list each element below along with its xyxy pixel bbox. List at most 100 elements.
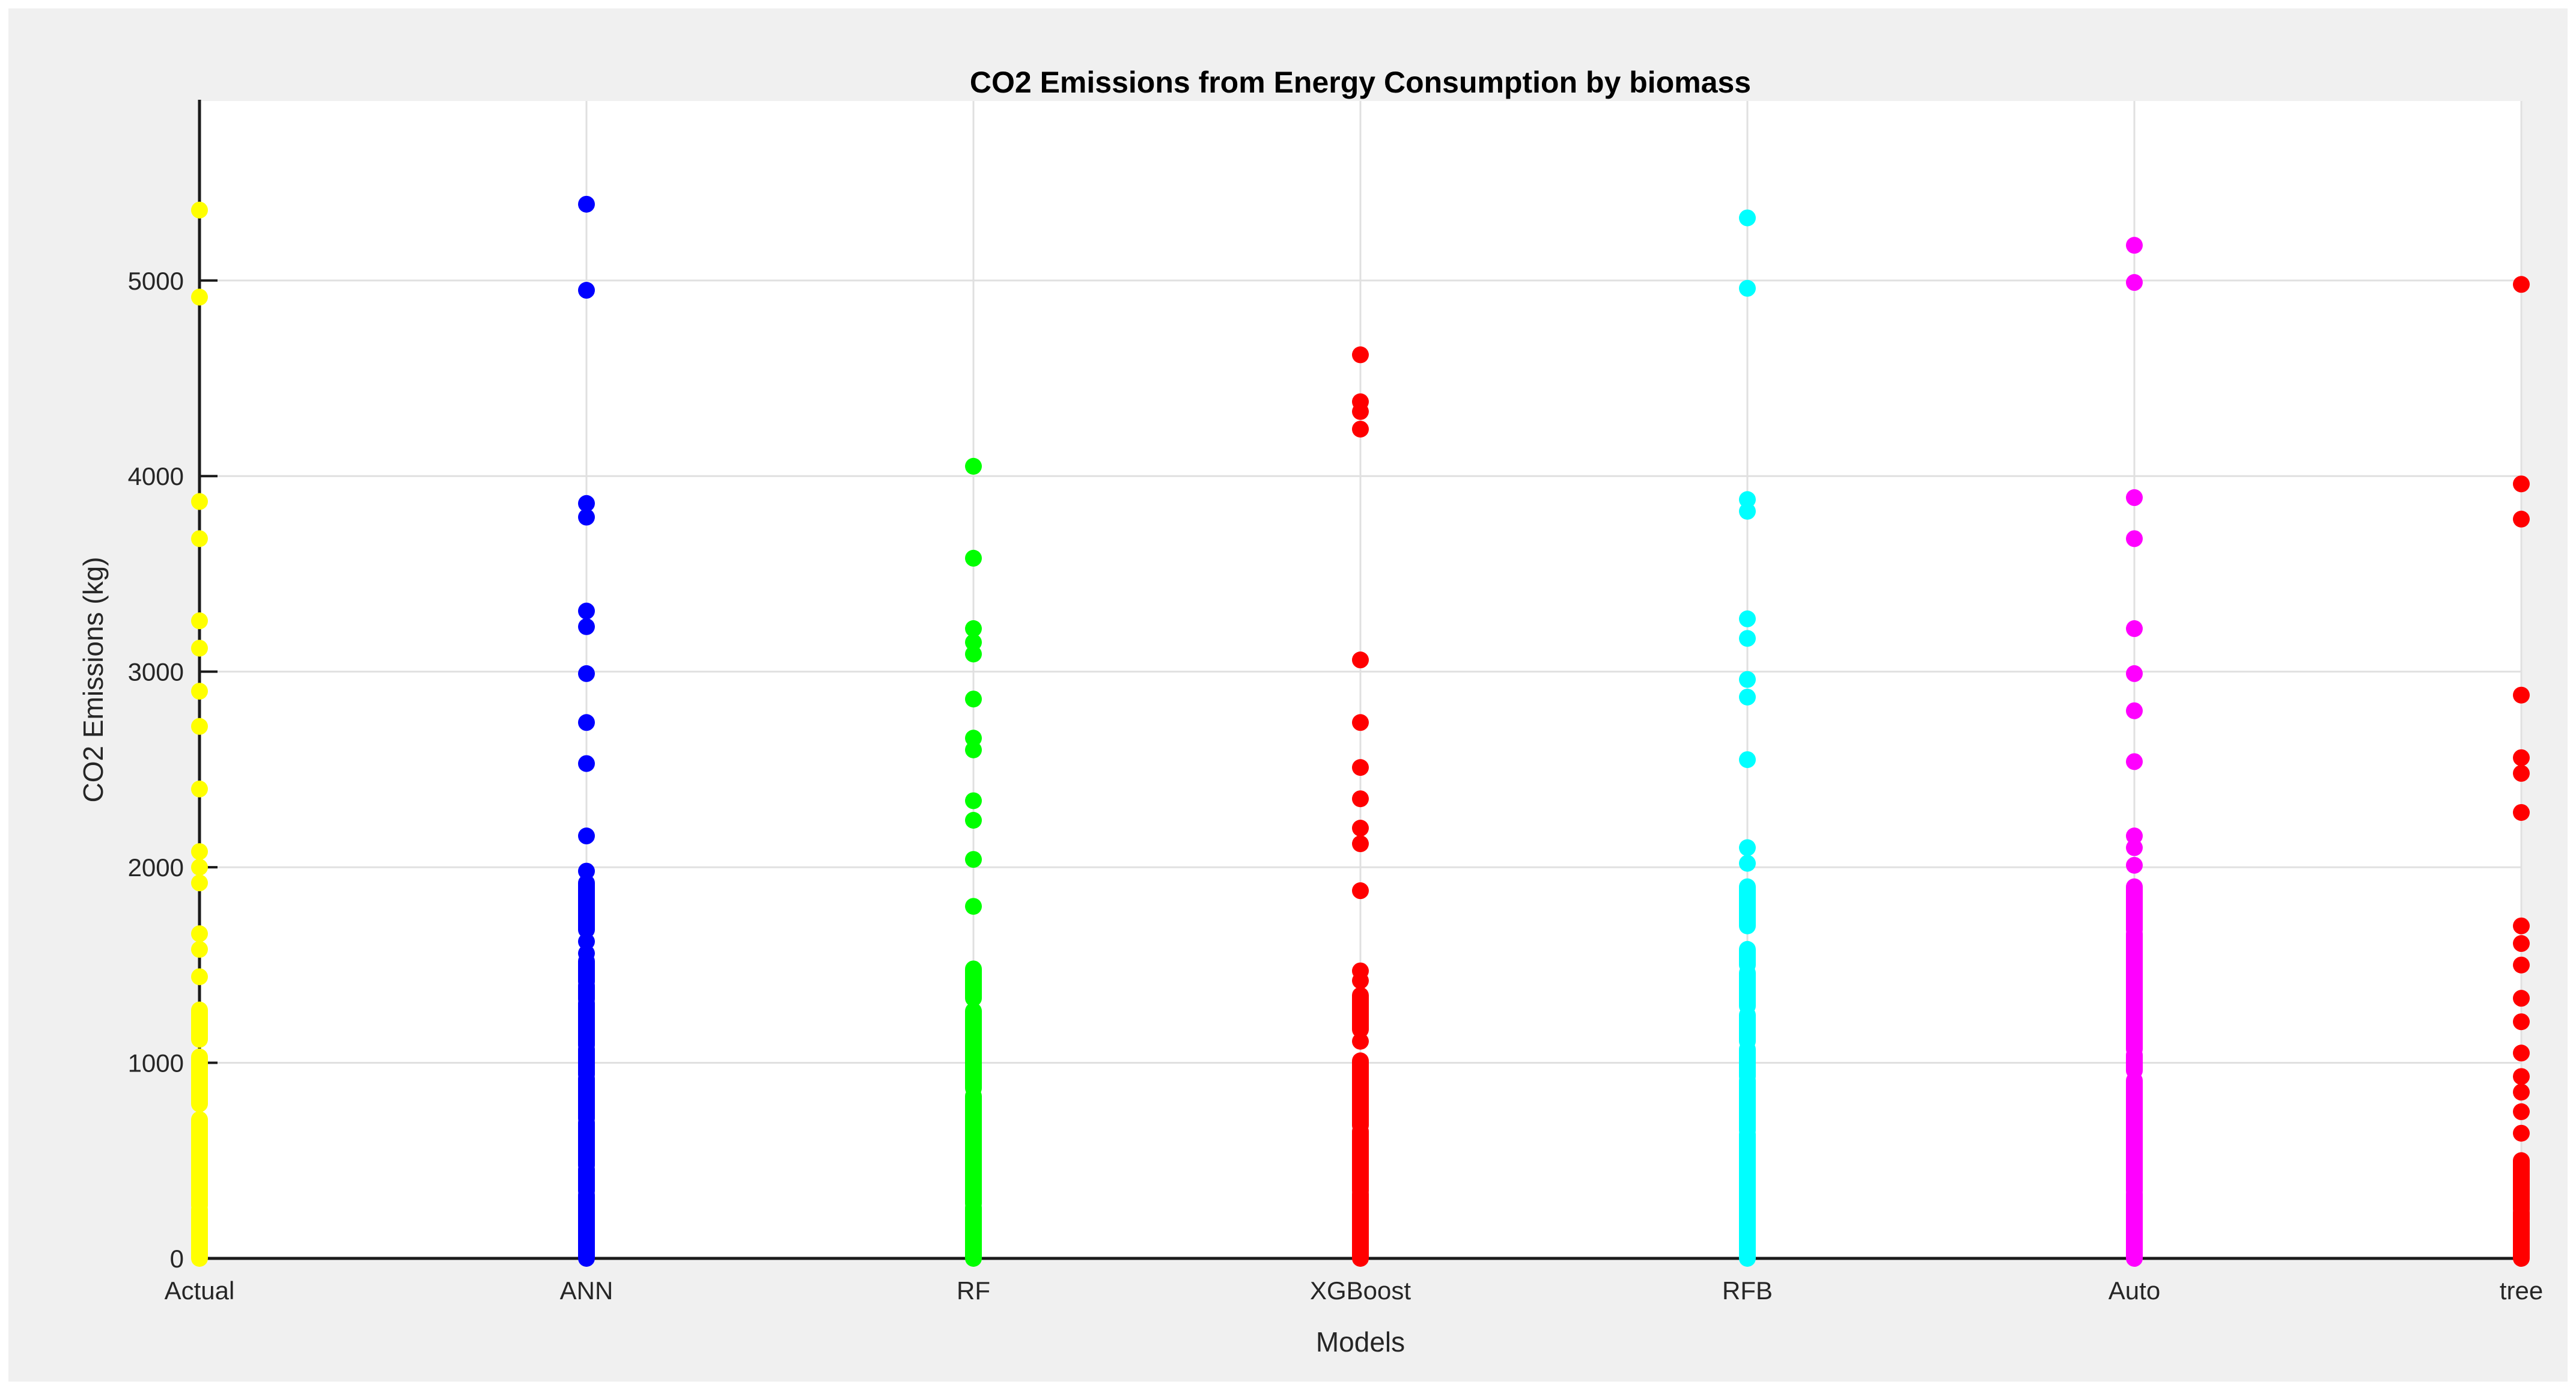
series-RF-dense-strip — [965, 960, 982, 1007]
category-label-Actual: Actual — [165, 1276, 235, 1305]
series-ANN-point — [578, 495, 595, 512]
series-RFB-point — [1739, 688, 1756, 706]
series-tree-point — [2513, 510, 2530, 528]
series-Auto-point — [2126, 665, 2143, 682]
series-RFB-point — [1739, 671, 1756, 688]
series-tree-point — [2513, 956, 2530, 974]
series-Auto-dense-strip — [2126, 1071, 2143, 1199]
series-Actual-dense-strip — [191, 1111, 208, 1215]
series-Auto-point — [2126, 828, 2143, 845]
category-label-tree: tree — [2500, 1276, 2543, 1305]
series-ANN-point — [578, 714, 595, 731]
series-Actual-point — [191, 968, 208, 986]
series-Auto-point — [2126, 530, 2143, 547]
series-XGBoost-dense-strip — [1352, 1052, 1369, 1134]
series-ANN-point — [578, 828, 595, 845]
series-XGBoost-point — [1352, 421, 1369, 438]
series-Actual-dense-strip — [191, 1048, 208, 1112]
series-RFB-dense-strip — [1739, 1071, 1756, 1139]
category-label-RFB: RFB — [1722, 1276, 1773, 1305]
series-XGBoost-point — [1352, 820, 1369, 837]
series-Auto-dense-strip — [2126, 1185, 2143, 1267]
series-RF-point — [965, 549, 982, 567]
series-ANN-dense-strip — [578, 1186, 595, 1267]
series-RF-point — [965, 851, 982, 868]
series-tree-point — [2513, 1068, 2530, 1085]
series-RFB-dense-strip — [1739, 964, 1756, 1015]
series-RFB-point — [1739, 630, 1756, 647]
series-XGBoost-dense-strip — [1352, 987, 1369, 1038]
series-Auto-point — [2126, 702, 2143, 719]
series-Auto-point — [2126, 620, 2143, 638]
series-RF-point — [965, 898, 982, 915]
series-Actual-point — [191, 639, 208, 657]
series-XGBoost-point — [1352, 972, 1369, 989]
series-RFB-point — [1739, 855, 1756, 872]
series-ANN-point — [578, 618, 595, 635]
series-ANN-dense-strip — [578, 1070, 595, 1127]
series-tree-point — [2513, 990, 2530, 1007]
series-Actual-point — [191, 493, 208, 510]
series-XGBoost-point — [1352, 714, 1369, 731]
series-RF-point — [965, 457, 982, 475]
series-Actual-point — [191, 780, 208, 797]
series-Actual-point — [191, 718, 208, 735]
y-tick-label: 5000 — [128, 267, 184, 295]
category-label-RF: RF — [957, 1276, 990, 1305]
series-Auto-point — [2126, 274, 2143, 291]
series-tree-point — [2513, 935, 2530, 953]
y-axis-label: CO2 Emissions (kg) — [78, 556, 109, 803]
series-ANN-point — [578, 508, 595, 526]
series-RF-point — [965, 811, 982, 829]
series-tree-point — [2513, 764, 2530, 782]
series-tree-point — [2513, 475, 2530, 493]
x-axis-label: Models — [1315, 1326, 1405, 1358]
series-tree-point — [2513, 749, 2530, 766]
series-RFB-point — [1739, 279, 1756, 297]
series-tree-point — [2513, 917, 2530, 934]
series-XGBoost-point — [1352, 346, 1369, 364]
series-RFB-point — [1739, 751, 1756, 769]
series-tree-point — [2513, 1124, 2530, 1142]
y-tick-label: 1000 — [128, 1049, 184, 1078]
series-XGBoost-point — [1352, 651, 1369, 669]
series-ANN-point — [578, 602, 595, 620]
series-ANN-point — [578, 755, 595, 772]
series-RFB-point — [1739, 839, 1756, 856]
series-ANN-dense-strip — [578, 1114, 595, 1174]
series-RFB-point — [1739, 502, 1756, 520]
series-XGBoost-point — [1352, 759, 1369, 776]
series-tree-point — [2513, 686, 2530, 704]
y-tick-label: 3000 — [128, 658, 184, 686]
plot-area: 0 1000 2000 3000 4000 5000 Actual ANN RF XGBoost R… — [128, 100, 2543, 1305]
series-Actual-dense-strip — [191, 1001, 208, 1048]
series-RF-dense-strip — [965, 1199, 982, 1267]
series-tree-point — [2513, 1013, 2530, 1031]
series-Actual-point — [191, 683, 208, 700]
series-RF-point — [965, 645, 982, 663]
matlab-figure: 0 1000 2000 3000 4000 5000 Actual ANN RF XGBoost R… — [8, 8, 2568, 1382]
series-Actual-point — [191, 201, 208, 219]
series-RFB-dense-strip — [1739, 940, 1756, 974]
series-RF-point — [965, 741, 982, 758]
series-ANN-dense-strip — [578, 874, 595, 939]
y-tick-label: 0 — [170, 1245, 184, 1273]
series-tree-point — [2513, 803, 2530, 821]
series-Actual-point — [191, 925, 208, 942]
series-Actual-point — [191, 612, 208, 630]
series-ANN-point — [578, 282, 595, 299]
series-tree-point — [2513, 1044, 2530, 1062]
series-ANN-point — [578, 933, 595, 950]
series-RFB-point — [1739, 610, 1756, 627]
series-RF-point — [965, 633, 982, 651]
series-RFB-dense-strip — [1739, 1006, 1756, 1050]
series-ANN-point — [578, 945, 595, 962]
series-RF-dense-strip — [965, 1002, 982, 1097]
series-RF-point — [965, 690, 982, 708]
series-tree-point — [2513, 1103, 2530, 1120]
series-RFB-point — [1739, 491, 1756, 508]
series-Auto-dense-strip — [2126, 925, 2143, 1058]
series-Actual-point — [191, 843, 208, 861]
series-Auto-point — [2126, 489, 2143, 507]
series-Auto-dense-strip — [2126, 878, 2143, 939]
